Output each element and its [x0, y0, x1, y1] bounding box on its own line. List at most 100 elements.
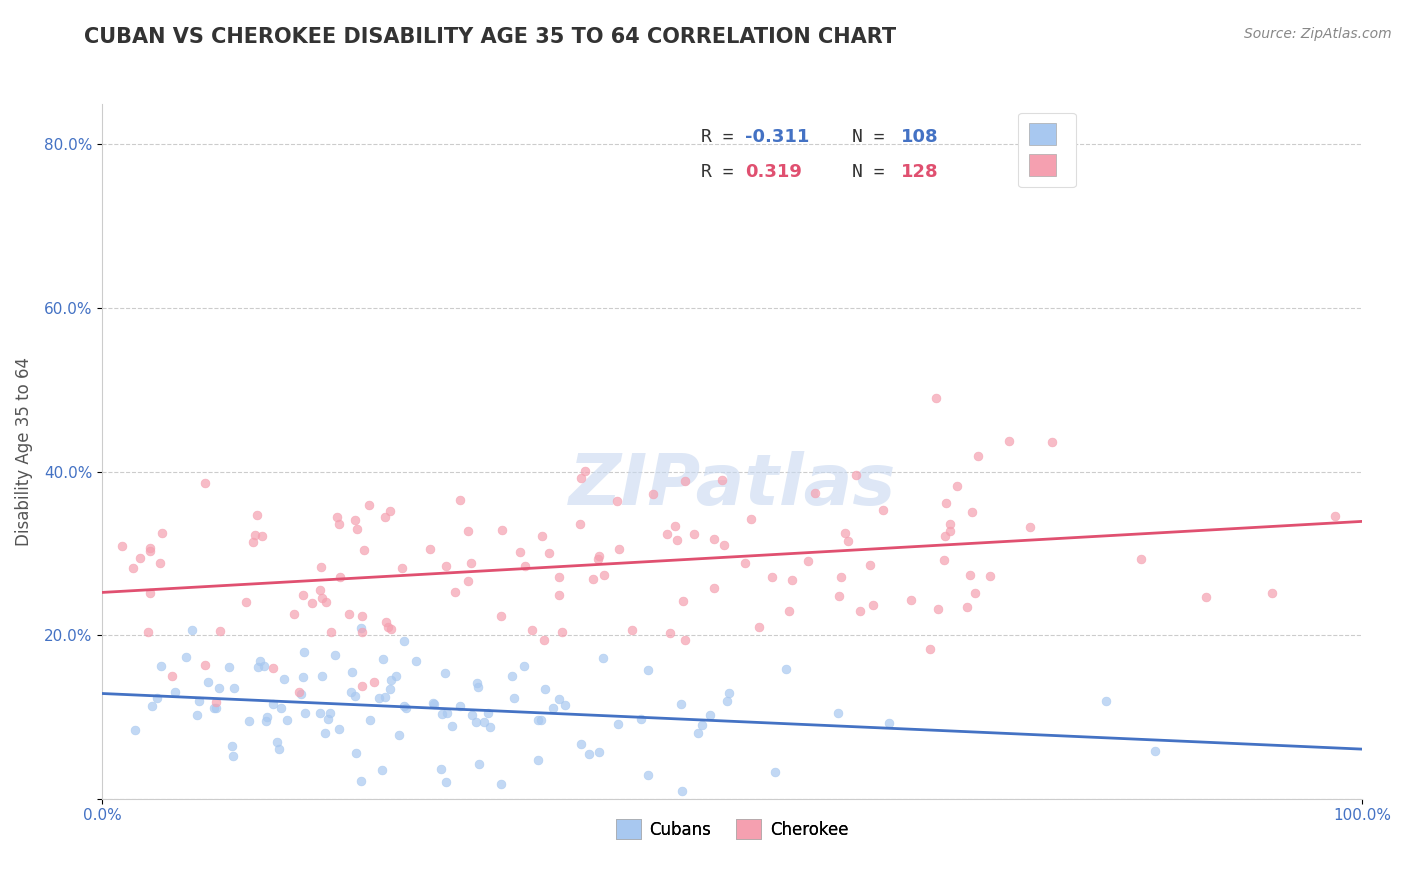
- Point: [945, 479, 967, 493]
- Point: [423, 697, 446, 711]
- Text: ZIPatlas: ZIPatlas: [568, 451, 896, 520]
- Point: [460, 556, 482, 570]
- Point: [197, 675, 219, 690]
- Point: [146, 690, 169, 705]
- Point: [136, 625, 159, 640]
- Text: CUBAN VS CHEROKEE DISABILITY AGE 35 TO 64 CORRELATION CHART: CUBAN VS CHEROKEE DISABILITY AGE 35 TO 6…: [84, 27, 897, 46]
- Point: [512, 658, 534, 673]
- Point: [247, 660, 270, 674]
- Point: [457, 524, 479, 538]
- Point: [1144, 744, 1167, 758]
- Point: [162, 669, 184, 683]
- Point: [319, 624, 342, 639]
- Point: [460, 708, 482, 723]
- Point: [918, 641, 941, 656]
- Point: [932, 553, 955, 567]
- Point: [849, 604, 872, 618]
- Point: [503, 690, 526, 705]
- Point: [292, 588, 315, 602]
- Point: [235, 595, 257, 609]
- Point: [165, 685, 187, 699]
- Point: [150, 525, 173, 540]
- Point: [392, 634, 415, 648]
- Point: [357, 498, 380, 512]
- Point: [316, 712, 339, 726]
- Point: [294, 706, 316, 720]
- Point: [621, 623, 644, 637]
- Point: [797, 553, 820, 567]
- Point: [149, 659, 172, 673]
- Point: [273, 672, 295, 686]
- Point: [378, 504, 401, 518]
- Point: [501, 669, 523, 683]
- Point: [520, 623, 543, 637]
- Point: [139, 586, 162, 600]
- Point: [526, 753, 548, 767]
- Y-axis label: Disability Age 35 to 64: Disability Age 35 to 64: [15, 357, 32, 546]
- Point: [139, 544, 162, 558]
- Point: [181, 623, 204, 637]
- Point: [574, 464, 596, 478]
- Point: [1260, 586, 1282, 600]
- Point: [533, 633, 555, 648]
- Point: [208, 624, 231, 639]
- Point: [202, 701, 225, 715]
- Point: [1095, 694, 1118, 708]
- Point: [436, 706, 458, 720]
- Point: [491, 523, 513, 537]
- Point: [669, 697, 692, 711]
- Point: [249, 654, 271, 668]
- Point: [267, 742, 290, 756]
- Point: [845, 467, 868, 482]
- Point: [254, 714, 277, 729]
- Point: [827, 589, 849, 603]
- Point: [314, 726, 336, 740]
- Point: [392, 699, 415, 714]
- Point: [673, 474, 696, 488]
- Point: [939, 516, 962, 531]
- Point: [778, 604, 800, 618]
- Point: [359, 714, 381, 728]
- Point: [569, 737, 592, 751]
- Point: [337, 607, 360, 621]
- Point: [834, 526, 856, 541]
- Point: [308, 706, 330, 720]
- Point: [186, 708, 208, 723]
- Point: [637, 768, 659, 782]
- Point: [702, 581, 724, 595]
- Point: [465, 715, 488, 730]
- Point: [121, 561, 143, 575]
- Point: [309, 583, 332, 598]
- Point: [441, 719, 464, 733]
- Point: [690, 718, 713, 732]
- Point: [436, 559, 458, 574]
- Point: [672, 594, 695, 608]
- Point: [541, 701, 564, 715]
- Point: [477, 706, 499, 720]
- Point: [588, 549, 610, 563]
- Point: [375, 615, 398, 629]
- Point: [1195, 591, 1218, 605]
- Point: [246, 508, 269, 522]
- Point: [1324, 508, 1347, 523]
- Point: [551, 624, 574, 639]
- Point: [128, 551, 150, 566]
- Point: [344, 746, 367, 760]
- Point: [658, 626, 681, 640]
- Point: [311, 669, 333, 683]
- Text: R =: R =: [700, 162, 734, 180]
- Point: [586, 552, 609, 566]
- Point: [449, 698, 471, 713]
- Point: [374, 690, 396, 704]
- Point: [872, 503, 894, 517]
- Text: R =: R =: [700, 128, 734, 146]
- Point: [174, 650, 197, 665]
- Legend: Cubans, Cherokee: Cubans, Cherokee: [609, 813, 855, 846]
- Point: [827, 706, 849, 720]
- Point: [530, 714, 553, 728]
- Point: [194, 475, 217, 490]
- Point: [568, 517, 591, 532]
- Point: [763, 764, 786, 779]
- Text: Source: ZipAtlas.com: Source: ZipAtlas.com: [1244, 27, 1392, 41]
- Point: [956, 599, 979, 614]
